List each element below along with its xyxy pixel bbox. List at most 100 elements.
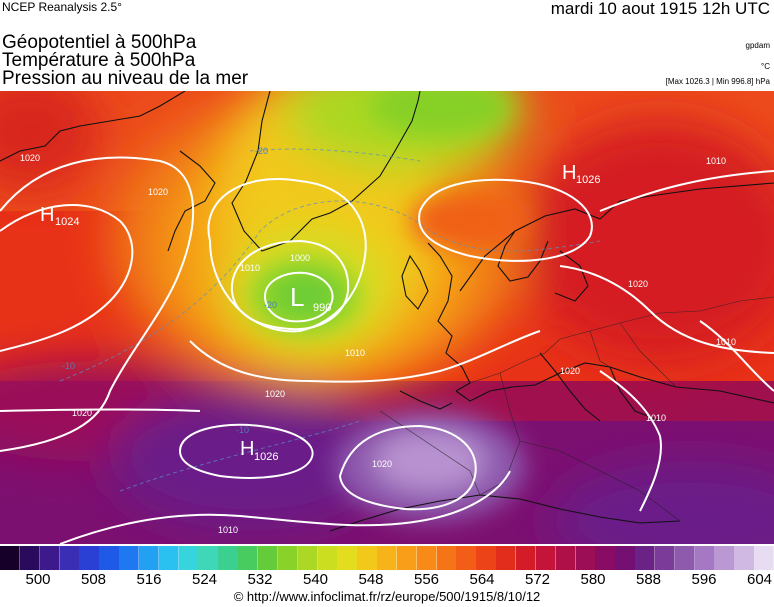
copyright-url[interactable]: © http://www.infoclimat.fr/rz/europe/500… [233,589,541,604]
color-scale-swatch [79,546,100,570]
color-scale-swatch [357,546,378,570]
coastlines [0,91,774,532]
pressure-center-value: 990 [313,302,331,314]
color-scale-swatch [218,546,239,570]
color-scale-tick: 500 [25,571,51,588]
isobar-label: 1010 [706,156,726,166]
color-scale-swatch [297,546,319,570]
color-scale-tick: 548 [358,571,384,588]
weather-map[interactable]: L 990 H 1024 H 1026 H 1026 1020 1010 100… [0,91,774,544]
pressure-center-letter: H [562,162,576,184]
geopotential-field [0,91,774,544]
temperature-label: -10 [62,361,75,371]
color-scale-swatch [59,546,80,570]
pressure-center-letter: L [290,282,304,312]
color-scale-swatch [516,546,537,570]
pressure-center-value: 1024 [55,216,79,228]
color-scale-swatch [476,546,497,570]
color-scale-swatch [396,546,418,570]
color-scale-swatch [575,546,596,570]
temperature-label: -10 [236,425,249,435]
pressure-center-letter: H [40,204,54,226]
country-borders [379,296,774,522]
isobar-label: 1020 [372,459,392,469]
isobar-label: 1000 [290,253,310,263]
color-scale-swatch [317,546,338,570]
high-pressure-center[interactable]: H 1024 [40,204,79,228]
color-scale-swatch [19,546,41,570]
isobar-label: 1010 [646,413,666,423]
high-pressure-center[interactable]: H 1026 [240,438,278,463]
color-scale-swatch [99,546,120,570]
color-scale-tick: 588 [635,571,662,588]
color-scale-swatch [595,546,616,570]
pressure-center-value: 1026 [576,174,600,186]
unit-temperature: °C [761,62,770,71]
isobars [0,156,774,544]
color-scale-swatch [119,546,140,570]
title-temperature: Température à 500hPa [2,50,196,71]
temperature-label: -20 [264,300,277,310]
color-scale-swatch [238,546,259,570]
isobar-label: 1020 [560,366,580,376]
high-pressure-center[interactable]: H 1026 [562,162,600,186]
color-scale-tick: 564 [469,571,495,588]
color-scale-swatch [535,546,557,570]
color-scale-tick: 508 [80,571,107,588]
color-scale-swatch [456,546,477,570]
isobar-label: 1010 [345,348,365,358]
color-scale-swatch [0,546,21,570]
data-source-label: NCEP Reanalysis 2.5° [2,0,122,14]
color-scale-swatch [258,546,279,570]
color-scale-swatch [337,546,358,570]
color-scale-swatch [436,546,457,570]
color-scale-swatch [178,546,199,570]
temperature-label: -20 [255,146,268,156]
color-scale-tick: 580 [580,571,606,588]
isobar-label: 1020 [72,408,92,418]
pressure-max-min-label: [Max 1026.3 | Min 996.8] hPa [665,77,770,86]
color-scale-swatch [555,546,577,570]
color-scale-swatch [734,546,755,570]
color-scale-swatch [754,546,774,570]
color-scale-swatch [158,546,180,570]
low-pressure-center[interactable]: L 990 [290,282,331,314]
color-scale-swatch [496,546,517,570]
color-scale-tick: 556 [413,571,440,588]
color-scale-tick: 604 [746,571,773,588]
isobar-label: 1020 [628,279,648,289]
color-scale-swatch [615,546,636,570]
color-scale-swatch [39,546,61,570]
color-scale-swatch [416,546,438,570]
color-scale-tick: 532 [247,571,273,588]
color-scale-labels: 500 508 516 524 532 540 548 556 564 572 580 588 596 6… [0,571,774,589]
color-scale-swatch [714,546,735,570]
color-scale-swatch [635,546,656,570]
isobar-label: 1020 [148,187,168,197]
color-scale-tick: 596 [691,571,717,588]
isobar-label: 1010 [218,525,238,535]
isobar-label: 1010 [240,263,260,273]
color-scale-tick: 540 [302,571,329,588]
isobar-label: 1020 [265,389,285,399]
color-scale-tick: 516 [136,571,162,588]
title-sea-level-pressure: Pression au niveau de la mer [2,68,249,89]
color-scale-swatch [674,546,696,570]
color-scale-tick: 572 [524,571,551,588]
valid-time-label: mardi 10 aout 1915 12h UTC [550,0,770,18]
color-scale-swatch [654,546,676,570]
pressure-center-value: 1026 [254,451,278,463]
title-geopotential: Géopotentiel à 500hPa [2,32,197,53]
color-scale-bar [0,546,774,570]
unit-geopotential: gpdam [745,41,770,50]
color-scale-tick: 524 [191,571,218,588]
color-scale-swatch [198,546,219,570]
temperature-contours [59,148,601,492]
color-scale-swatch [138,546,160,570]
color-scale-swatch [277,546,299,570]
color-scale-swatch [377,546,398,570]
pressure-center-letter: H [240,438,254,460]
isobar-label: 1020 [20,153,40,163]
isobar-label: 1010 [716,337,736,347]
color-scale-swatch [694,546,715,570]
